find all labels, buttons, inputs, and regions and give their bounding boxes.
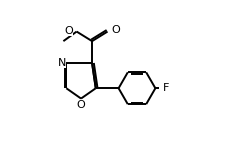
Text: O: O (111, 25, 120, 35)
Text: N: N (58, 58, 66, 68)
Text: O: O (64, 26, 73, 36)
Text: F: F (163, 83, 169, 93)
Text: O: O (77, 100, 85, 110)
